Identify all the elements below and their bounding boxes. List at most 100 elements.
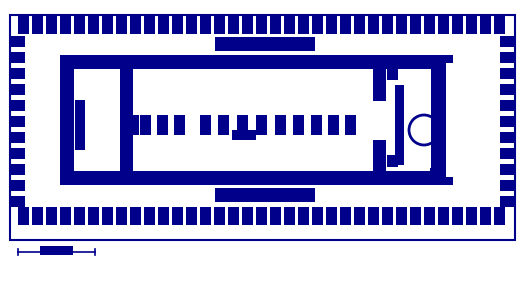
Bar — [60, 207, 71, 225]
Bar — [270, 16, 281, 34]
Bar — [430, 168, 444, 176]
Bar — [382, 16, 393, 34]
Bar — [130, 207, 141, 225]
Bar — [396, 207, 407, 225]
Bar — [387, 155, 398, 167]
Bar — [200, 16, 211, 34]
Bar — [88, 207, 99, 225]
Bar — [500, 116, 515, 127]
Bar — [32, 207, 43, 225]
Bar — [10, 68, 25, 79]
Bar — [158, 16, 169, 34]
Bar — [500, 180, 515, 191]
Bar — [270, 207, 281, 225]
Bar — [60, 55, 445, 69]
Bar — [200, 115, 211, 135]
Bar — [386, 175, 446, 185]
Bar — [312, 207, 323, 225]
Bar — [311, 115, 322, 135]
Bar — [74, 207, 85, 225]
Bar — [396, 16, 407, 34]
Bar — [410, 207, 421, 225]
Bar — [445, 55, 453, 63]
Bar — [354, 207, 365, 225]
Bar — [494, 16, 505, 34]
Bar — [158, 207, 169, 225]
Bar — [500, 148, 515, 159]
Bar — [500, 132, 515, 143]
Bar — [10, 52, 25, 63]
Bar — [298, 16, 309, 34]
Bar — [144, 207, 155, 225]
Bar — [500, 84, 515, 95]
Bar — [480, 207, 491, 225]
Bar — [242, 16, 253, 34]
Bar — [312, 16, 323, 34]
Bar — [10, 15, 515, 240]
Bar — [40, 246, 73, 255]
Bar — [466, 16, 477, 34]
Bar — [284, 207, 295, 225]
Bar — [32, 16, 43, 34]
Bar — [133, 115, 139, 135]
Bar — [424, 207, 435, 225]
Bar — [373, 139, 386, 185]
Bar — [298, 207, 309, 225]
Bar — [256, 207, 267, 225]
Bar — [172, 16, 183, 34]
Bar — [130, 16, 141, 34]
Bar — [500, 196, 515, 207]
Bar — [340, 207, 351, 225]
Bar — [174, 115, 185, 135]
Bar — [237, 115, 248, 135]
Bar — [293, 115, 304, 135]
Bar — [424, 16, 435, 34]
Bar — [431, 55, 445, 185]
Bar — [345, 115, 356, 135]
Bar — [466, 207, 477, 225]
Bar — [214, 16, 225, 34]
Bar — [256, 16, 267, 34]
Bar — [410, 16, 421, 34]
Bar — [10, 180, 25, 191]
Bar — [215, 37, 315, 51]
Bar — [232, 130, 256, 140]
Bar — [186, 16, 197, 34]
Bar — [500, 36, 515, 47]
Bar — [218, 115, 229, 135]
Bar — [74, 16, 85, 34]
Bar — [500, 68, 515, 79]
Bar — [46, 207, 57, 225]
Bar — [75, 100, 85, 150]
Bar — [46, 16, 57, 34]
Bar — [116, 207, 127, 225]
Bar — [10, 36, 25, 47]
Bar — [438, 207, 449, 225]
Bar — [116, 16, 127, 34]
Bar — [88, 16, 99, 34]
Bar — [368, 207, 379, 225]
Bar — [275, 115, 286, 135]
Bar — [494, 207, 505, 225]
Bar — [120, 55, 133, 185]
Bar — [18, 207, 29, 225]
Bar — [382, 207, 393, 225]
Bar — [140, 115, 151, 135]
Bar — [284, 16, 295, 34]
Bar — [438, 16, 449, 34]
Bar — [256, 115, 267, 135]
Bar — [368, 16, 379, 34]
Bar — [386, 55, 446, 65]
Bar — [395, 85, 404, 165]
Bar — [436, 55, 446, 185]
Bar — [340, 16, 351, 34]
Bar — [500, 100, 515, 111]
Bar — [60, 55, 74, 185]
Bar — [157, 115, 168, 135]
Bar — [480, 16, 491, 34]
Bar — [445, 177, 453, 185]
Bar — [60, 16, 71, 34]
Bar — [102, 207, 113, 225]
Bar — [387, 68, 398, 80]
Bar — [10, 148, 25, 159]
